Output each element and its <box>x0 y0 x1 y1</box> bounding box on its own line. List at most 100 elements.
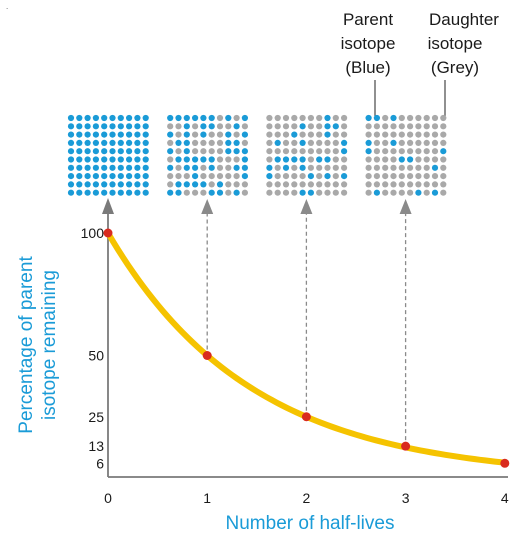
daughter-atom-dot <box>208 131 215 138</box>
daughter-atom-dot <box>440 131 447 138</box>
parent-atom-dot <box>167 164 174 171</box>
parent-atom-dot <box>407 156 414 163</box>
daughter-atom-dot <box>241 139 248 146</box>
daughter-atom-dot <box>382 114 389 122</box>
parent-atom-dot <box>167 189 174 196</box>
parent-atom-dot <box>183 114 190 122</box>
parent-atom-dot <box>67 139 75 146</box>
parent-atom-dot <box>431 164 439 171</box>
daughter-atom-dot <box>274 123 281 130</box>
daughter-atom-dot <box>233 131 240 138</box>
x-tick-label: 1 <box>203 490 211 506</box>
parent-atom-dot <box>241 164 248 171</box>
parent-atom-dot <box>84 189 91 196</box>
parent-atom-dot <box>109 173 116 180</box>
parent-atom-dot <box>84 123 91 130</box>
parent-atom-dot <box>109 189 116 196</box>
daughter-atom-dot <box>291 139 298 146</box>
parent-atom-dot <box>117 139 124 146</box>
parent-atom-dot <box>76 189 83 196</box>
daughter-atom-dot <box>208 173 215 180</box>
parent-atom-dot <box>67 173 75 180</box>
daughter-atom-dot <box>415 114 422 122</box>
parent-atom-dot <box>109 123 116 130</box>
corner-mark: . <box>6 2 8 11</box>
daughter-atom-dot <box>225 164 232 171</box>
parent-atom-dot <box>200 131 207 138</box>
parent-atom-dot <box>365 114 372 122</box>
daughter-atom-dot <box>415 148 422 155</box>
parent-atom-dot <box>282 156 290 163</box>
daughter-atom-dot <box>316 181 323 188</box>
daughter-atom-dot <box>299 181 306 188</box>
guide-arrow-icon <box>399 199 412 214</box>
daughter-atom-dot <box>167 156 174 163</box>
parent-atom-dot <box>200 114 207 122</box>
parent-atom-dot <box>126 164 133 171</box>
y-tick-label: 13 <box>88 438 104 454</box>
isotope-grid-2 <box>266 114 348 196</box>
daughter-atom-dot <box>282 139 290 146</box>
daughter-atom-dot <box>274 114 281 122</box>
daughter-atom-dot <box>423 173 430 180</box>
daughter-atom-dot <box>324 189 331 196</box>
parent-atom-dot <box>274 139 281 146</box>
parent-atom-dot <box>316 156 323 163</box>
daughter-atom-dot <box>274 181 281 188</box>
daughter-atom-dot <box>382 148 389 155</box>
legend-parent-line-2: isotope <box>341 34 396 53</box>
data-point-2 <box>301 412 311 422</box>
parent-atom-dot <box>126 189 133 196</box>
parent-atom-dot <box>101 189 108 196</box>
parent-atom-dot <box>84 148 91 155</box>
parent-atom-dot <box>67 181 75 188</box>
parent-atom-dot <box>126 181 133 188</box>
parent-atom-dot <box>126 156 133 163</box>
parent-atom-dot <box>92 189 99 196</box>
daughter-atom-dot <box>373 164 380 171</box>
parent-atom-dot <box>225 148 232 155</box>
daughter-atom-dot <box>423 148 430 155</box>
parent-atom-dot <box>142 131 149 138</box>
parent-atom-dot <box>192 181 199 188</box>
parent-atom-dot <box>84 114 91 122</box>
parent-atom-dot <box>126 131 133 138</box>
parent-atom-dot <box>67 164 75 171</box>
daughter-atom-dot <box>241 123 248 130</box>
daughter-atom-dot <box>440 114 447 122</box>
daughter-atom-dot <box>431 173 439 180</box>
daughter-atom-dot <box>382 173 389 180</box>
daughter-atom-dot <box>423 189 430 196</box>
daughter-atom-dot <box>431 131 439 138</box>
parent-atom-dot <box>67 156 75 163</box>
daughter-atom-dot <box>216 156 224 163</box>
parent-atom-dot <box>291 131 298 138</box>
parent-atom-dot <box>126 173 133 180</box>
parent-atom-dot <box>134 189 141 196</box>
parent-atom-dot <box>192 114 199 122</box>
parent-atom-dot <box>208 189 215 196</box>
parent-atom-dot <box>183 123 190 130</box>
daughter-atom-dot <box>225 181 232 188</box>
daughter-atom-dot <box>282 189 290 196</box>
parent-atom-dot <box>233 189 240 196</box>
parent-atom-dot <box>200 156 207 163</box>
daughter-atom-dot <box>390 181 397 188</box>
parent-atom-dot <box>101 139 108 146</box>
legend-parent-line-3: (Blue) <box>345 58 390 77</box>
daughter-atom-dot <box>274 173 281 180</box>
daughter-atom-dot <box>216 164 224 171</box>
parent-atom-dot <box>92 181 99 188</box>
daughter-atom-dot <box>291 114 298 122</box>
parent-atom-dot <box>299 189 306 196</box>
parent-atom-dot <box>208 156 215 163</box>
parent-atom-dot <box>117 131 124 138</box>
daughter-atom-dot <box>291 181 298 188</box>
daughter-atom-dot <box>423 123 430 130</box>
daughter-atom-dot <box>390 156 397 163</box>
parent-atom-dot <box>101 173 108 180</box>
isotope-grid-0 <box>67 114 149 196</box>
daughter-atom-dot <box>291 123 298 130</box>
daughter-atom-dot <box>440 156 447 163</box>
